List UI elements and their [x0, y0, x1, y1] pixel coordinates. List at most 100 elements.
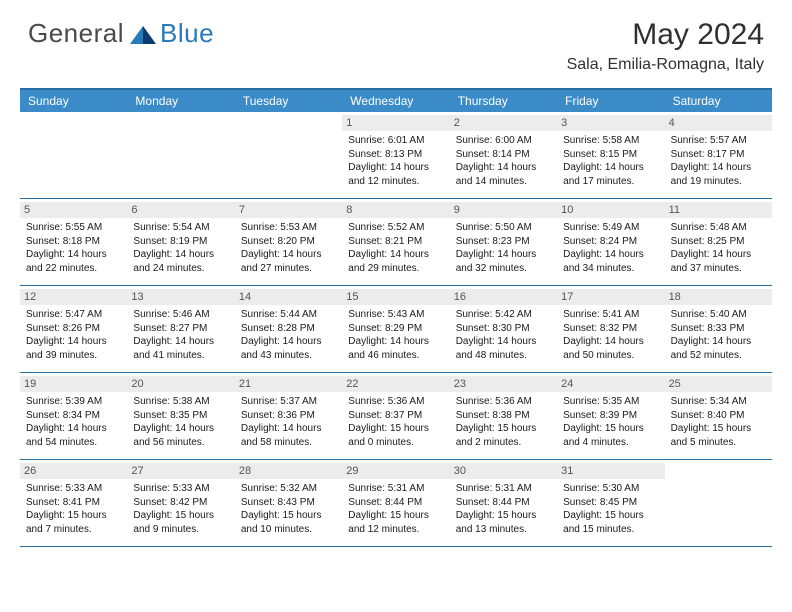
day-number: 17: [557, 289, 664, 305]
day-info: Sunrise: 5:54 AMSunset: 8:19 PMDaylight:…: [133, 221, 228, 275]
day-info: Sunrise: 5:41 AMSunset: 8:32 PMDaylight:…: [563, 308, 658, 362]
day-number: 18: [665, 289, 772, 305]
day-info: Sunrise: 5:36 AMSunset: 8:38 PMDaylight:…: [456, 395, 551, 449]
day-3: 3Sunrise: 5:58 AMSunset: 8:15 PMDaylight…: [557, 112, 664, 198]
day-number: 2: [450, 115, 557, 131]
week-row: 12 Sunrise: 5:47 AMSunset: 8:26 PMDayligh…: [20, 286, 772, 373]
day-number: 15: [342, 289, 449, 305]
day-info: Sunrise: 5:46 AMSunset: 8:27 PMDaylight:…: [133, 308, 228, 362]
day-info: Sunrise: 5:48 AMSunset: 8:25 PMDaylight:…: [671, 221, 766, 275]
day-12: 12 Sunrise: 5:47 AMSunset: 8:26 PMDayligh…: [20, 286, 127, 372]
day-19: 19 Sunrise: 5:39 AMSunset: 8:34 PMDayligh…: [20, 373, 127, 459]
day-number: 24: [557, 376, 664, 392]
day-22: 22 Sunrise: 5:36 AMSunset: 8:37 PMDayligh…: [342, 373, 449, 459]
day-8: 8 Sunrise: 5:52 AMSunset: 8:21 PMDaylight…: [342, 199, 449, 285]
day-7: 7 Sunrise: 5:53 AMSunset: 8:20 PMDaylight…: [235, 199, 342, 285]
day-info: Sunrise: 5:31 AMSunset: 8:44 PMDaylight:…: [348, 482, 443, 536]
day-info: Sunrise: 5:44 AMSunset: 8:28 PMDaylight:…: [241, 308, 336, 362]
day-number: 14: [235, 289, 342, 305]
day-info: Sunrise: 5:43 AMSunset: 8:29 PMDaylight:…: [348, 308, 443, 362]
day-26: 26 Sunrise: 5:33 AMSunset: 8:41 PMDayligh…: [20, 460, 127, 546]
day-number: 11: [665, 202, 772, 218]
day-1: 1 Sunrise: 6:01 AMSunset: 8:13 PMDaylight…: [342, 112, 449, 198]
day-number: 5: [20, 202, 127, 218]
day-28: 28 Sunrise: 5:32 AMSunset: 8:43 PMDayligh…: [235, 460, 342, 546]
day-5: 5 Sunrise: 5:55 AMSunset: 8:18 PMDaylight…: [20, 199, 127, 285]
day-24: 24 Sunrise: 5:35 AMSunset: 8:39 PMDayligh…: [557, 373, 664, 459]
day-18: 18Sunrise: 5:40 AMSunset: 8:33 PMDayligh…: [665, 286, 772, 372]
day-info: Sunrise: 5:30 AMSunset: 8:45 PMDaylight:…: [563, 482, 658, 536]
day-number: 25: [665, 376, 772, 392]
day-info: Sunrise: 5:49 AMSunset: 8:24 PMDaylight:…: [563, 221, 658, 275]
day-info: Sunrise: 5:33 AMSunset: 8:42 PMDaylight:…: [133, 482, 228, 536]
day-info: Sunrise: 5:38 AMSunset: 8:35 PMDaylight:…: [133, 395, 228, 449]
dow-wednesday: Wednesday: [342, 90, 449, 112]
day-info: Sunrise: 5:32 AMSunset: 8:43 PMDaylight:…: [241, 482, 336, 536]
title-block: May 2024 Sala, Emilia-Romagna, Italy: [567, 18, 764, 74]
day-6: 6Sunrise: 5:54 AMSunset: 8:19 PMDaylight…: [127, 199, 234, 285]
dow-row: SundayMondayTuesdayWednesdayThursdayFrid…: [20, 90, 772, 112]
day-2: 2Sunrise: 6:00 AMSunset: 8:14 PMDaylight…: [450, 112, 557, 198]
dow-monday: Monday: [127, 90, 234, 112]
month-title: May 2024: [567, 18, 764, 52]
day-info: Sunrise: 5:31 AMSunset: 8:44 PMDaylight:…: [456, 482, 551, 536]
day-info: Sunrise: 5:53 AMSunset: 8:20 PMDaylight:…: [241, 221, 336, 275]
day-number: 16: [450, 289, 557, 305]
day-info: Sunrise: 5:57 AMSunset: 8:17 PMDaylight:…: [671, 134, 766, 188]
day-number: 12: [20, 289, 127, 305]
day-20: 20Sunrise: 5:38 AMSunset: 8:35 PMDayligh…: [127, 373, 234, 459]
day-info: Sunrise: 5:58 AMSunset: 8:15 PMDaylight:…: [563, 134, 658, 188]
day-13: 13 Sunrise: 5:46 AMSunset: 8:27 PMDayligh…: [127, 286, 234, 372]
day-number: 19: [20, 376, 127, 392]
day-info: Sunrise: 5:42 AMSunset: 8:30 PMDaylight:…: [456, 308, 551, 362]
day-number: 28: [235, 463, 342, 479]
dow-thursday: Thursday: [450, 90, 557, 112]
day-30: 30Sunrise: 5:31 AMSunset: 8:44 PMDayligh…: [450, 460, 557, 546]
day-27: 27Sunrise: 5:33 AMSunset: 8:42 PMDayligh…: [127, 460, 234, 546]
day-number: 31: [557, 463, 664, 479]
day-number: 26: [20, 463, 127, 479]
day-info: Sunrise: 6:01 AMSunset: 8:13 PMDaylight:…: [348, 134, 443, 188]
header: General Blue May 2024 Sala, Emilia-Romag…: [0, 0, 792, 82]
day-10: 10 Sunrise: 5:49 AMSunset: 8:24 PMDayligh…: [557, 199, 664, 285]
day-4: 4 Sunrise: 5:57 AMSunset: 8:17 PMDaylight…: [665, 112, 772, 198]
day-21: 21Sunrise: 5:37 AMSunset: 8:36 PMDayligh…: [235, 373, 342, 459]
day-number: 13: [127, 289, 234, 305]
day-info: Sunrise: 5:36 AMSunset: 8:37 PMDaylight:…: [348, 395, 443, 449]
day-number: 9: [450, 202, 557, 218]
day-number: 4: [665, 115, 772, 131]
dow-saturday: Saturday: [665, 90, 772, 112]
day-number: 10: [557, 202, 664, 218]
day-17: 17 Sunrise: 5:41 AMSunset: 8:32 PMDayligh…: [557, 286, 664, 372]
day-number: 22: [342, 376, 449, 392]
logo-text-blue: Blue: [160, 18, 214, 49]
logo-text-general: General: [28, 18, 124, 49]
day-25: 25Sunrise: 5:34 AMSunset: 8:40 PMDayligh…: [665, 373, 772, 459]
day-16: 16 Sunrise: 5:42 AMSunset: 8:30 PMDayligh…: [450, 286, 557, 372]
day-number: 29: [342, 463, 449, 479]
day-number: 23: [450, 376, 557, 392]
dow-friday: Friday: [557, 90, 664, 112]
day-11: 11 Sunrise: 5:48 AMSunset: 8:25 PMDayligh…: [665, 199, 772, 285]
day-number: 1: [342, 115, 449, 131]
day-info: Sunrise: 5:39 AMSunset: 8:34 PMDaylight:…: [26, 395, 121, 449]
day-info: Sunrise: 5:33 AMSunset: 8:41 PMDaylight:…: [26, 482, 121, 536]
day-info: Sunrise: 5:52 AMSunset: 8:21 PMDaylight:…: [348, 221, 443, 275]
day-15: 15 Sunrise: 5:43 AMSunset: 8:29 PMDayligh…: [342, 286, 449, 372]
day-23: 23 Sunrise: 5:36 AMSunset: 8:38 PMDayligh…: [450, 373, 557, 459]
week-row: 5 Sunrise: 5:55 AMSunset: 8:18 PMDaylight…: [20, 199, 772, 286]
day-info: Sunrise: 5:55 AMSunset: 8:18 PMDaylight:…: [26, 221, 121, 275]
day-29: 29 Sunrise: 5:31 AMSunset: 8:44 PMDayligh…: [342, 460, 449, 546]
day-14: 14 Sunrise: 5:44 AMSunset: 8:28 PMDayligh…: [235, 286, 342, 372]
day-info: Sunrise: 5:47 AMSunset: 8:26 PMDaylight:…: [26, 308, 121, 362]
day-number: 8: [342, 202, 449, 218]
week-row: ...1Sunrise: 6:01 AMSunset: 8:13 PMDayli…: [20, 112, 772, 199]
day-number: 7: [235, 202, 342, 218]
day-empty: .: [127, 112, 234, 198]
day-empty: .: [20, 112, 127, 198]
calendar: SundayMondayTuesdayWednesdayThursdayFrid…: [20, 88, 772, 547]
day-9: 9Sunrise: 5:50 AMSunset: 8:23 PMDaylight…: [450, 199, 557, 285]
day-31: 31 Sunrise: 5:30 AMSunset: 8:45 PMDayligh…: [557, 460, 664, 546]
day-empty: .: [235, 112, 342, 198]
day-info: Sunrise: 5:35 AMSunset: 8:39 PMDaylight:…: [563, 395, 658, 449]
